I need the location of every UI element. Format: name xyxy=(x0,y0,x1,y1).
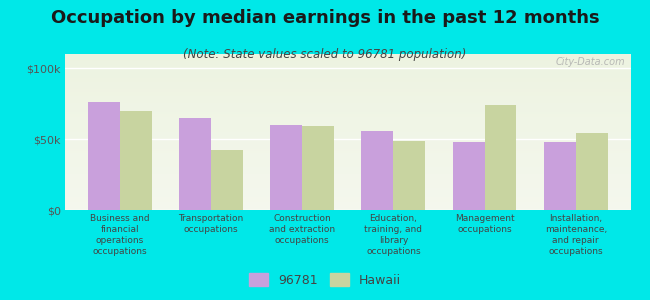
Bar xyxy=(179,118,211,210)
Bar xyxy=(302,126,334,210)
Text: Occupation by median earnings in the past 12 months: Occupation by median earnings in the pas… xyxy=(51,9,599,27)
Bar xyxy=(576,134,608,210)
Bar xyxy=(361,130,393,210)
Bar xyxy=(393,140,425,210)
Bar xyxy=(484,105,517,210)
Bar xyxy=(88,102,120,210)
Legend: 96781, Hawaii: 96781, Hawaii xyxy=(246,270,404,291)
Bar xyxy=(211,150,243,210)
Bar xyxy=(452,142,484,210)
Text: (Note: State values scaled to 96781 population): (Note: State values scaled to 96781 popu… xyxy=(183,48,467,61)
Text: City-Data.com: City-Data.com xyxy=(555,57,625,67)
Bar xyxy=(544,142,576,210)
Bar xyxy=(270,125,302,210)
Bar xyxy=(120,111,151,210)
